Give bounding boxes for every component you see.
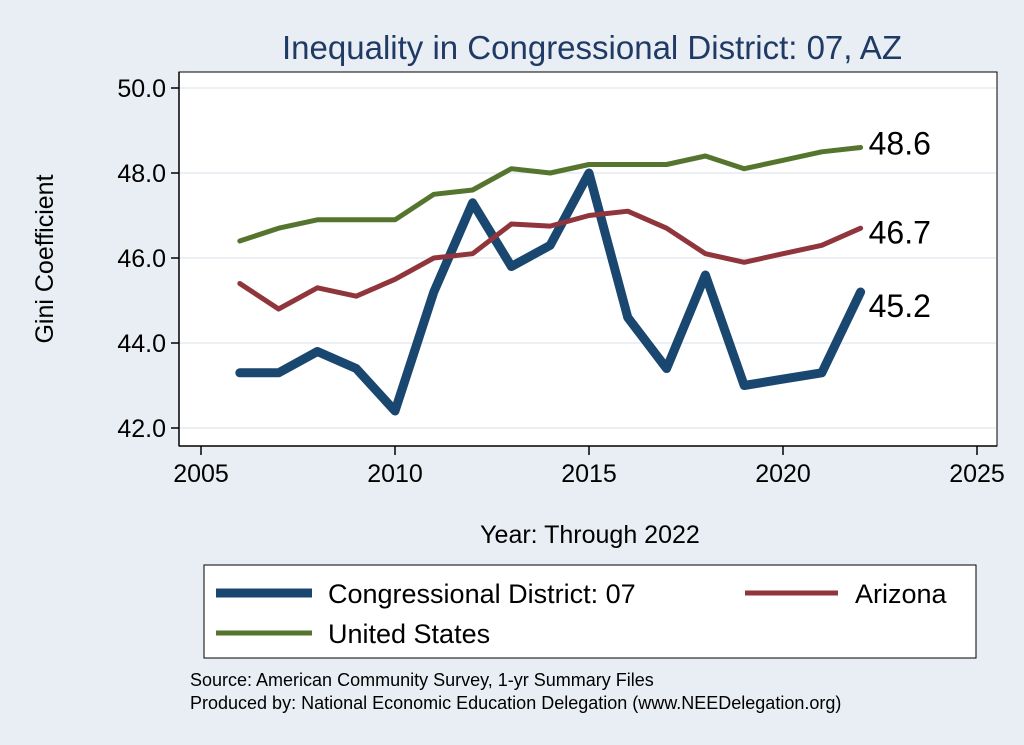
x-tick-label: 2010 (367, 460, 423, 488)
y-tick-label: 42.0 (117, 415, 166, 443)
x-tick-label: 2025 (949, 460, 1005, 488)
x-tick-label: 2015 (561, 460, 617, 488)
series-line-2 (237, 208, 864, 312)
x-axis: 2005 2010 2015 2020 2025 (173, 445, 1005, 488)
legend-label-3: United States (328, 619, 490, 649)
x-tick-label: 2020 (755, 460, 811, 488)
legend-label-2: Arizona (855, 579, 948, 609)
legend-label-1: Congressional District: 07 (328, 579, 636, 609)
x-tick-label: 2005 (173, 460, 229, 488)
end-label-1: 45.2 (869, 288, 931, 324)
end-label-3: 48.6 (869, 126, 931, 162)
series-line-1 (235, 168, 866, 416)
source-line-1: Source: American Community Survey, 1-yr … (190, 670, 654, 690)
chart-title: Inequality in Congressional District: 07… (282, 29, 902, 66)
y-tick-label: 50.0 (117, 75, 166, 103)
y-axis: 42.0 44.0 46.0 48.0 50.0 (117, 72, 180, 446)
source-line-2: Produced by: National Economic Education… (190, 693, 841, 713)
series-layer (235, 145, 866, 416)
gridlines (180, 87, 996, 429)
series-line-3 (237, 145, 864, 244)
legend-box (203, 564, 977, 659)
plot-area (178, 71, 998, 447)
legend: Congressional District: 07 Arizona United … (216, 579, 948, 649)
end-label-2: 46.7 (869, 214, 931, 250)
end-labels: 45.2 46.7 48.6 (869, 126, 931, 325)
y-axis-title: Gini Coefficient (31, 174, 59, 343)
y-tick-label: 46.0 (117, 245, 166, 273)
x-axis-title: Year: Through 2022 (480, 521, 700, 549)
y-tick-label: 44.0 (117, 330, 166, 358)
y-tick-label: 48.0 (117, 160, 166, 188)
